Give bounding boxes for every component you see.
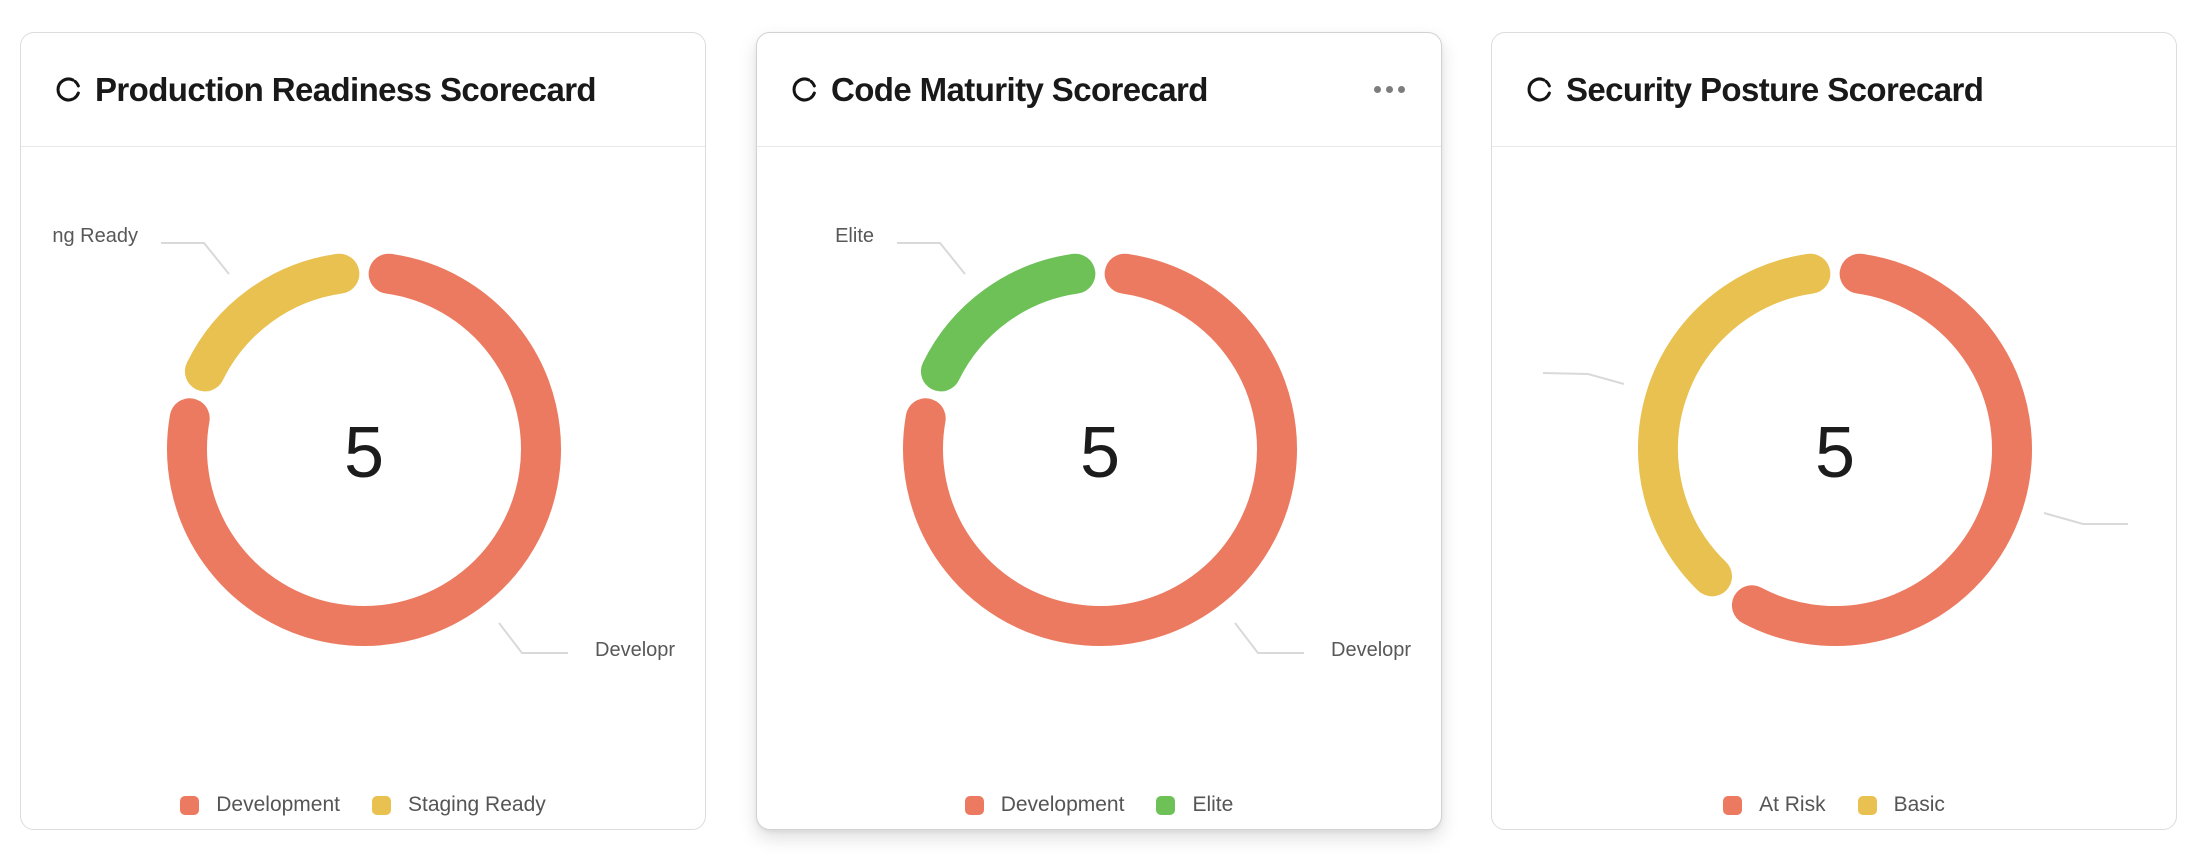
legend-label: Staging Ready: [407, 793, 546, 816]
donut-segment-staging-ready[interactable]: [184, 253, 360, 392]
chart-legend: At Risk Basic: [1492, 793, 2176, 817]
callout-label-right: Developr: [1331, 639, 1411, 661]
callout-leader-line: [897, 242, 966, 275]
donut-chart-security-posture: 5: [1542, 253, 2128, 646]
card-title: Production Readiness Scorecard: [95, 70, 597, 108]
legend-item-development[interactable]: Development: [180, 793, 340, 817]
circle-dashed-icon-segment: [808, 91, 816, 100]
callout-label-left: Elite: [835, 225, 874, 247]
donut-segment-basic[interactable]: [1638, 253, 1831, 597]
card-header: Code Maturity Scorecard: [757, 33, 1441, 147]
chart-legend: Development Elite: [757, 793, 1441, 817]
card-header: Security Posture Scorecard: [1492, 33, 2176, 147]
circle-dashed-icon-segment: [1544, 79, 1551, 88]
circle-dashed-icon-segment: [792, 77, 811, 102]
legend-label: Development: [216, 793, 340, 816]
card-title: Security Posture Scorecard: [1566, 70, 1984, 108]
circle-dashed-icon: [792, 77, 816, 102]
donut-segment-development[interactable]: [167, 253, 561, 646]
circle-dashed-icon: [56, 77, 80, 102]
legend-swatch: [964, 795, 984, 815]
donut-chart-production-readiness: 5 ng Ready Developr: [52, 225, 675, 661]
callout-leader-line: [2043, 512, 2128, 525]
legend-label: Elite: [1192, 793, 1234, 816]
ellipsis-icon: [1374, 86, 1405, 93]
card-production-readiness-scorecard: Production Readiness Scorecard 5 ng Ready…: [20, 32, 706, 830]
circle-dashed-icon: [1527, 77, 1551, 102]
legend-item-at-risk[interactable]: At Risk: [1723, 793, 1826, 817]
more-menu-button[interactable]: [1372, 78, 1407, 101]
callout-leader-line: [1542, 372, 1625, 385]
circle-dashed-icon-segment: [72, 91, 80, 100]
donut-segment-development[interactable]: [903, 253, 1297, 646]
legend-label: At Risk: [1759, 793, 1826, 816]
circle-dashed-icon-segment: [1543, 91, 1551, 100]
circle-dashed-icon-segment: [56, 77, 75, 102]
donut-center-value: 5: [1815, 413, 1855, 493]
legend-swatch: [180, 795, 200, 815]
legend-swatch: [1723, 795, 1743, 815]
callout-label-right: Developr: [595, 639, 675, 661]
chart-legend: Development Staging Ready: [21, 793, 705, 817]
callout-leader-line: [161, 242, 230, 275]
circle-dashed-icon-segment: [1527, 77, 1546, 102]
donut-center-value: 5: [344, 413, 384, 493]
card-security-posture-scorecard: Security Posture Scorecard 5 At Risk Basi…: [1491, 32, 2177, 830]
callout-leader-line: [498, 622, 568, 654]
donut-segment-at-risk[interactable]: [1731, 253, 2032, 646]
card-code-maturity-scorecard: Code Maturity Scorecard 5 Elite Developr D…: [756, 32, 1442, 830]
circle-dashed-icon-segment: [73, 79, 80, 88]
legend-swatch: [371, 795, 391, 815]
donut-center-value: 5: [1080, 413, 1120, 493]
donut-segment-elite[interactable]: [920, 253, 1096, 392]
legend-label: Basic: [1893, 793, 1945, 816]
legend-item-development[interactable]: Development: [964, 793, 1125, 817]
circle-dashed-icon-segment: [809, 79, 816, 88]
legend-item-basic[interactable]: Basic: [1857, 793, 1945, 817]
card-header: Production Readiness Scorecard: [21, 33, 705, 147]
legend-swatch: [1857, 795, 1877, 815]
callout-leader-line: [1234, 622, 1304, 654]
legend-item-staging-ready[interactable]: Staging Ready: [371, 793, 546, 817]
legend-label: Development: [1000, 793, 1125, 816]
callout-label-left: ng Ready: [52, 225, 138, 247]
legend-swatch: [1156, 795, 1176, 815]
card-title: Code Maturity Scorecard: [831, 70, 1208, 108]
legend-item-elite[interactable]: Elite: [1156, 793, 1233, 817]
donut-chart-code-maturity: 5 Elite Developr: [835, 225, 1411, 661]
